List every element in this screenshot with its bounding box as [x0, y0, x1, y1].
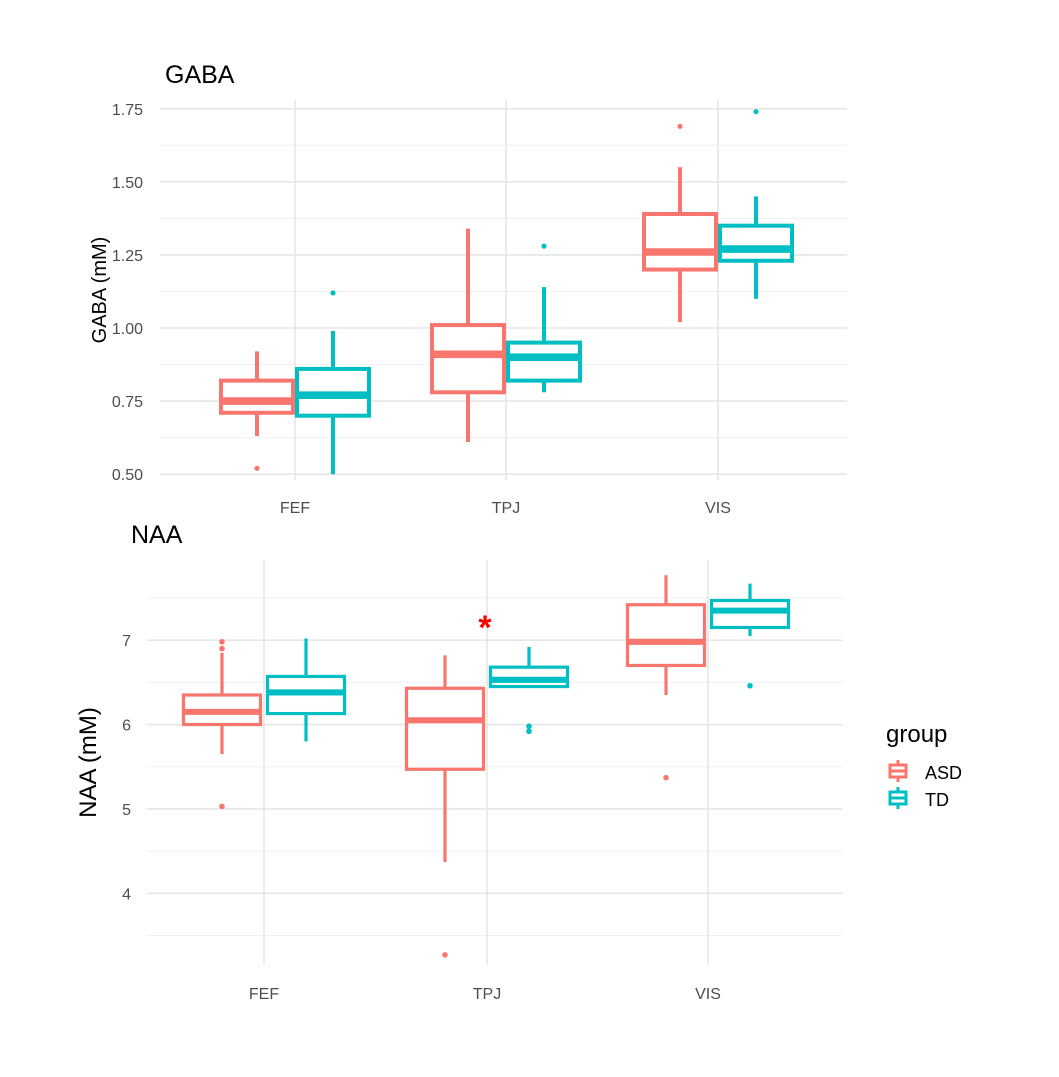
- outlier-point: [219, 645, 225, 652]
- gaba-xtick-label-tpj: TPJ: [492, 500, 520, 517]
- gaba-box-asd-vis: [642, 123, 718, 323]
- box-body: [709, 598, 791, 630]
- naa-box-asd-tpj: [404, 655, 486, 958]
- naa-panel: 4 5 6 7 FEF TPJ VIS NAA NAA (mM) *: [75, 521, 843, 1003]
- naa-ytick-label: 6: [122, 718, 131, 735]
- naa-ylabel: NAA (mM): [75, 707, 102, 818]
- outlier-point: [541, 243, 547, 249]
- box-body: [718, 223, 794, 263]
- outlier-point: [753, 109, 759, 115]
- gaba-panel: 0.50 0.75 1.00 1.25 1.50 1.75 FEF TPJ VIS GABA GAB…: [89, 61, 847, 517]
- naa-box-td-tpj: [488, 646, 570, 735]
- box-body: [404, 686, 486, 771]
- legend-title: group: [886, 721, 947, 748]
- naa-ytick-label: 7: [122, 633, 131, 650]
- gaba-ylabel: GABA (mM): [89, 237, 111, 344]
- gaba-ytick-label: 1.75: [112, 102, 143, 119]
- naa-box-td-vis: [709, 583, 791, 689]
- outlier-point: [254, 465, 260, 471]
- naa-title: NAA: [131, 521, 183, 549]
- naa-box-asd-fef: [181, 639, 263, 810]
- gaba-ytick-label: 0.75: [112, 394, 143, 411]
- gaba-box-td-fef: [295, 290, 371, 475]
- gaba-xtick-label-fef: FEF: [280, 500, 310, 517]
- naa-ytick-label: 4: [122, 886, 131, 903]
- naa-xtick-label-vis: VIS: [695, 986, 721, 1003]
- box-body: [625, 603, 707, 668]
- gaba-ytick-label: 0.50: [112, 467, 143, 484]
- gaba-ytick-label: 1.50: [112, 175, 143, 192]
- naa-significance-star: *: [478, 609, 492, 647]
- box-body: [219, 378, 295, 415]
- box-body: [642, 212, 718, 272]
- legend-label-asd: ASD: [925, 763, 962, 783]
- legend-label-td: TD: [925, 790, 949, 810]
- outlier-point: [747, 682, 753, 689]
- legend-item-asd: ASD: [888, 760, 962, 783]
- outlier-point: [330, 290, 336, 296]
- gaba-xtick-label-vis: VIS: [705, 500, 731, 517]
- gaba-box-asd-tpj: [430, 228, 506, 442]
- legend-item-td: TD: [888, 787, 949, 810]
- naa-xtick-label-tpj: TPJ: [473, 986, 501, 1003]
- gaba-box-td-vis: [718, 109, 794, 299]
- legend-key-td: [888, 787, 908, 809]
- gaba-box-td-tpj: [506, 243, 582, 393]
- naa-ytick-label: 5: [122, 802, 131, 819]
- naa-box-td-fef: [265, 638, 347, 742]
- gaba-ytick-label: 1.00: [112, 321, 143, 338]
- legend: group ASD TD: [886, 721, 962, 810]
- legend-key-asd: [888, 760, 908, 782]
- naa-xtick-label-fef: FEF: [249, 986, 279, 1003]
- outlier-point: [526, 728, 532, 735]
- outlier-point: [219, 803, 225, 810]
- gaba-title: GABA: [165, 61, 235, 89]
- outlier-point: [677, 123, 683, 129]
- box-body: [506, 340, 582, 383]
- outlier-point: [526, 723, 532, 730]
- outlier-point: [219, 639, 225, 645]
- gaba-ytick-label: 1.25: [112, 248, 143, 265]
- outlier-point: [663, 774, 669, 781]
- gaba-box-asd-fef: [219, 351, 295, 471]
- naa-box-asd-vis: [625, 575, 707, 781]
- outlier-point: [442, 952, 448, 958]
- box-body: [430, 323, 506, 395]
